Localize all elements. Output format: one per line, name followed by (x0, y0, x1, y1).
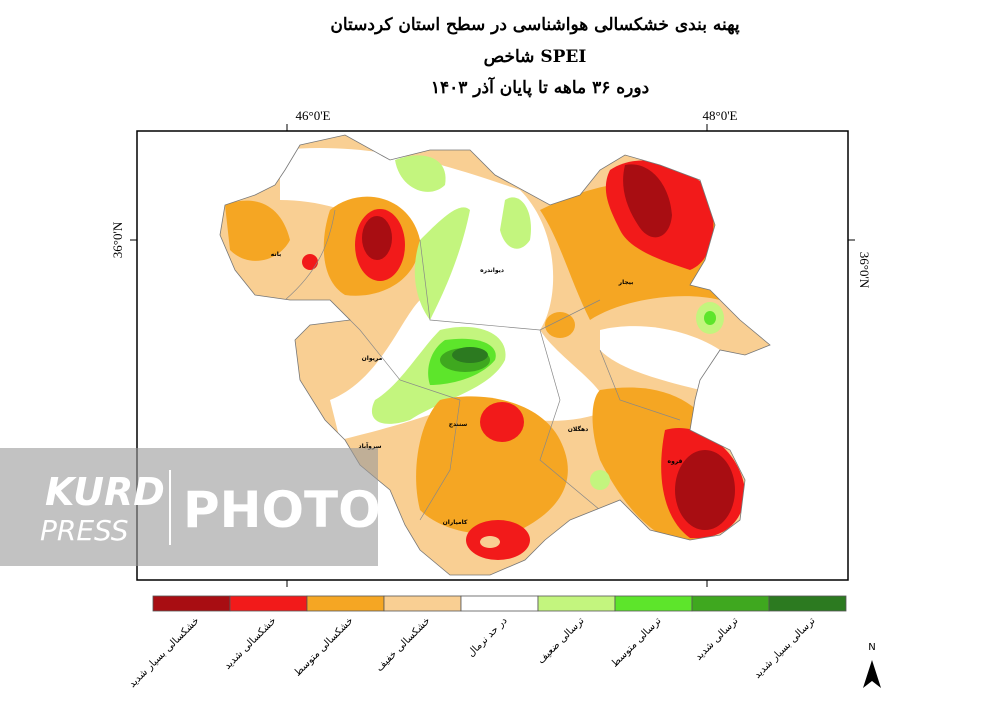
map-period: دوره ۳۶ ماهه تا پایان آذر ۱۴۰۳ (431, 76, 649, 98)
city-label: کامیاران (443, 519, 468, 526)
legend-swatch (152, 595, 231, 612)
lon-label: 48°0'E (703, 108, 738, 123)
lat-label: 36°0'N (857, 252, 872, 289)
lon-label: 46°0'E (296, 108, 331, 123)
city-label: قروه (668, 458, 683, 465)
legend-label: خشکسالی متوسط (292, 615, 355, 678)
city-labels: بانه دیواندره بیجار مریوان سنندج دهگلان … (271, 251, 683, 526)
watermark-brand: PRESS (40, 514, 129, 547)
legend-label: خشکسالی بسیار شدید (127, 615, 202, 690)
legend-swatch (383, 595, 462, 612)
city-label: بانه (271, 251, 281, 258)
legend-label: ترسالی شدید (693, 615, 740, 662)
city-label: سنندج (449, 421, 468, 428)
legend: خشکسالی بسیار شدید خشکسالی شدید خشکسالی مت… (127, 595, 847, 690)
city-label: مریوان (362, 355, 383, 362)
legend-swatch (229, 595, 308, 612)
legend-swatch (691, 595, 770, 612)
legend-swatch (537, 595, 616, 612)
legend-swatch (768, 595, 847, 612)
legend-label: ترسالی بسیار شدید (752, 615, 818, 681)
city-label: دیواندره (480, 267, 504, 274)
legend-label: ترسالی ضعیف (536, 615, 587, 666)
watermark-band (0, 448, 378, 566)
legend-swatch (460, 595, 539, 612)
legend-label: در حد نرمال (466, 615, 510, 659)
legend-label: خشکسالی شدید (222, 615, 278, 671)
city-label: دهگلان (568, 425, 588, 433)
legend-label: ترسالی متوسط (609, 615, 663, 669)
watermark-word: PHOTO (183, 481, 381, 539)
watermark-brand: KURD (45, 470, 165, 514)
map-subtitle: شاخص SPEI (484, 47, 587, 67)
city-label: بیجار (618, 279, 634, 286)
province-outline (219, 134, 771, 576)
north-arrow (863, 660, 881, 688)
map-title: پهنه بندی خشکسالی هواشناسی در سطح استان … (330, 15, 740, 35)
legend-swatch (614, 595, 693, 612)
watermark: KURD PRESS PHOTO (0, 448, 381, 566)
legend-label: خشکسالی خفیف (374, 615, 433, 674)
legend-swatch (306, 595, 385, 612)
lat-label: 36°0'N (110, 221, 125, 258)
north-label: N (868, 642, 875, 653)
city-label: سروآباد (358, 441, 381, 450)
